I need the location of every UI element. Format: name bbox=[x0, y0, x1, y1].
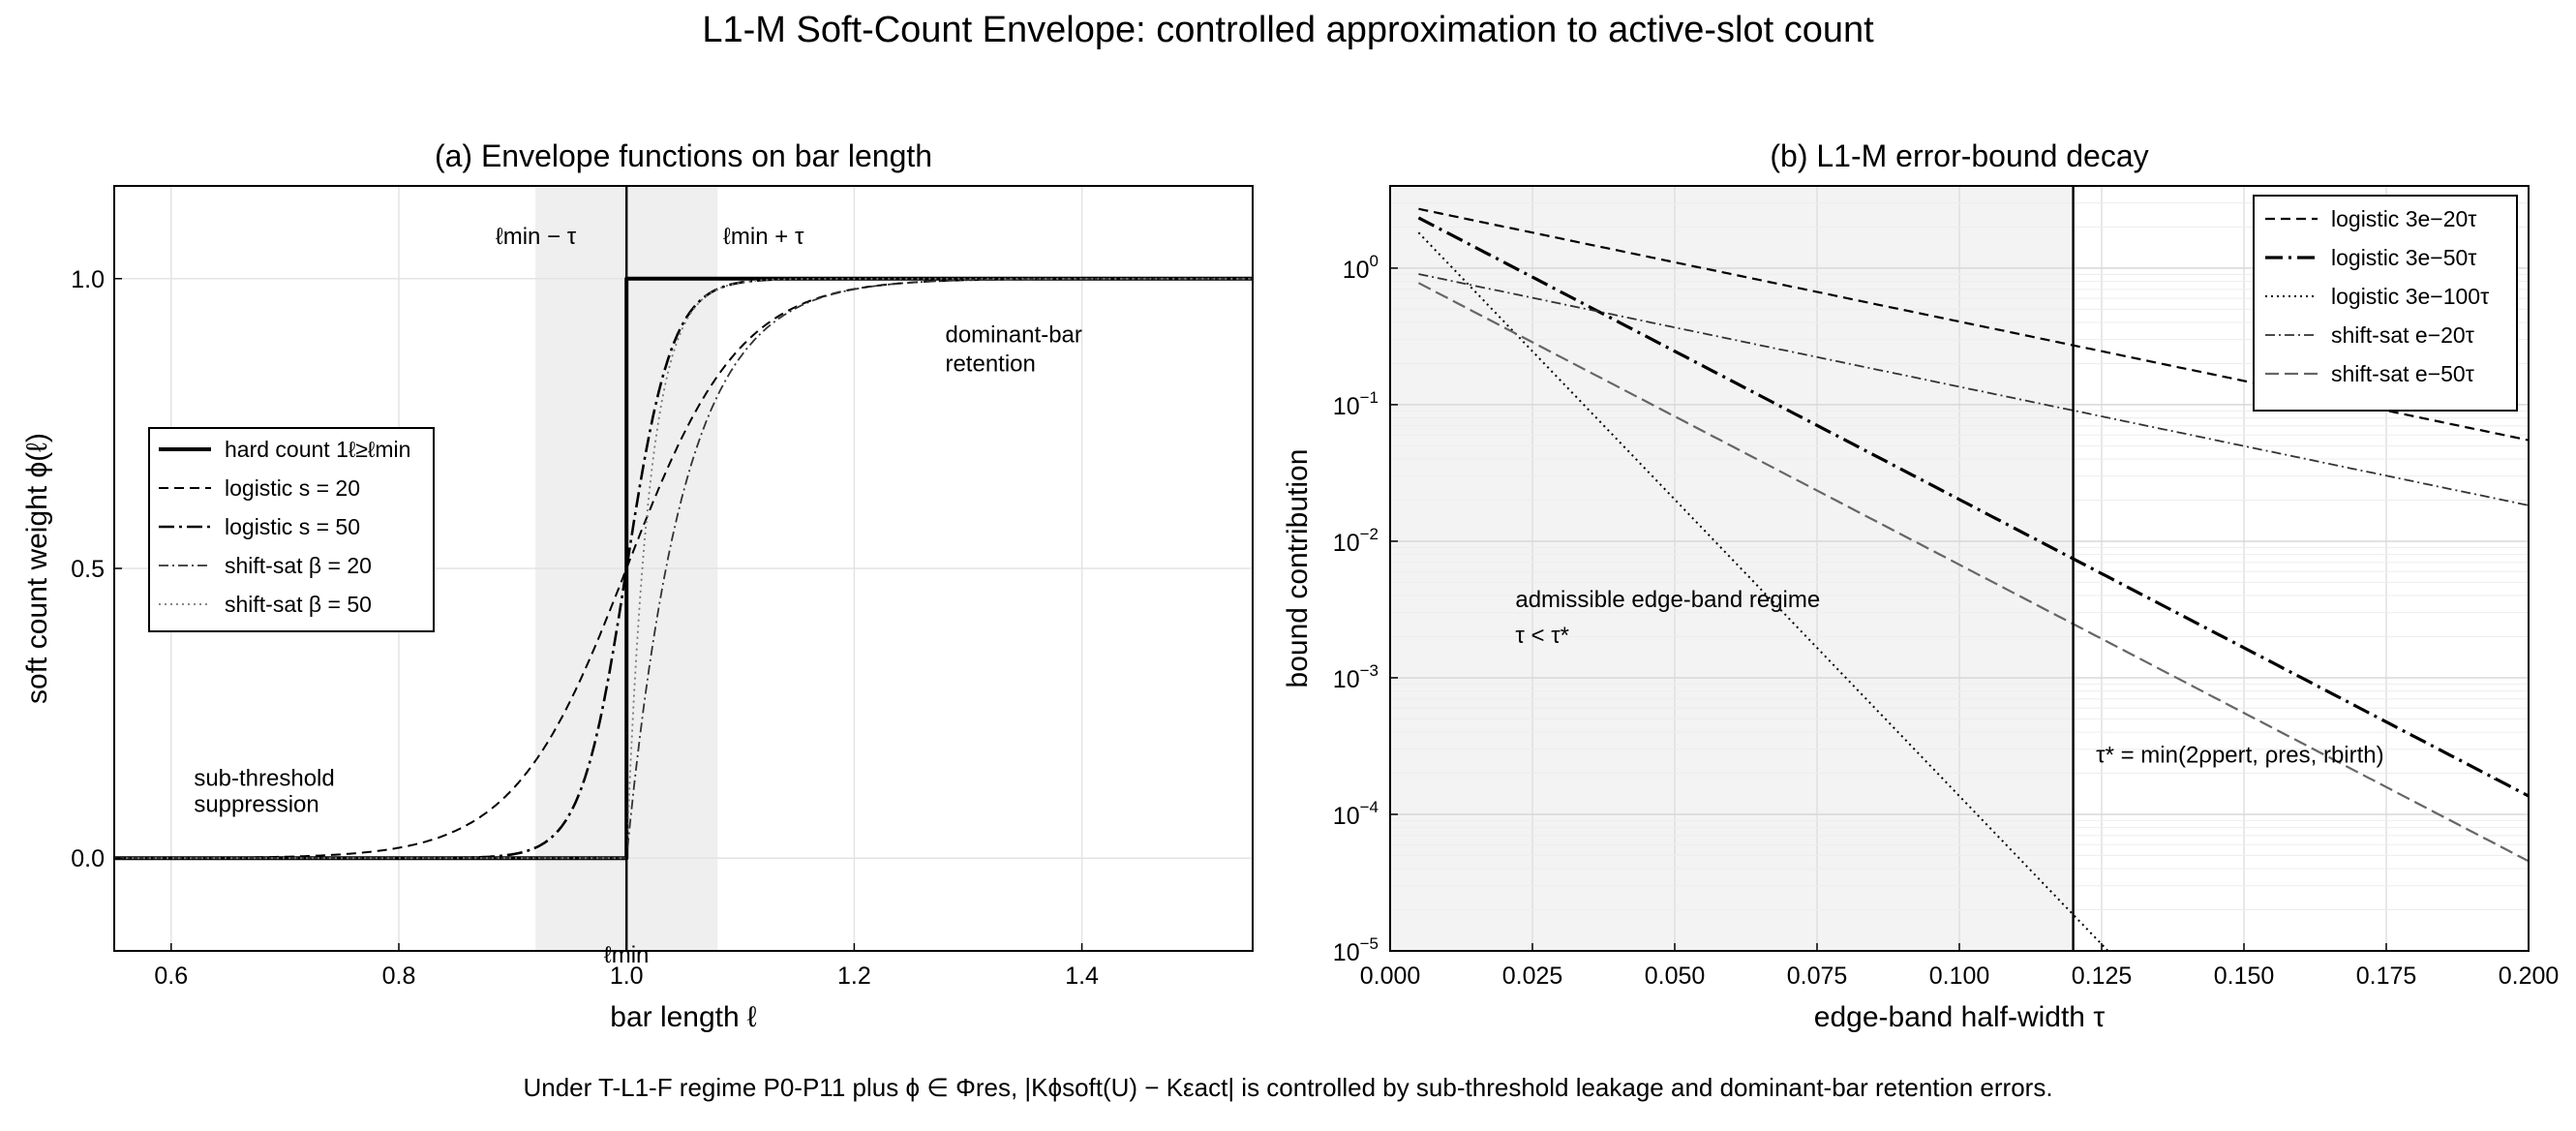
panel-a-xtick-label-2: 1.0 bbox=[610, 963, 644, 990]
panel-b-ytick-label-2: 10−3 bbox=[1333, 661, 1379, 693]
panel-a-xtick-label-4: 1.4 bbox=[1065, 963, 1099, 990]
panel-a-annotation-3: retention bbox=[945, 352, 1035, 378]
panel-b: (b) L1-M error-bound decay 0.000 0.025 0.0… bbox=[1282, 138, 2559, 1033]
panel-b-ytick-label-3: 10−2 bbox=[1333, 525, 1379, 557]
panel-a-legend-label-0: hard count 1ℓ≥ℓmin bbox=[225, 437, 410, 462]
panel-b-legend-label-1: logistic 3e−50τ bbox=[2331, 245, 2476, 270]
panel-a-series-shift-sat-50 bbox=[114, 277, 1253, 860]
panel-a-title: (a) Envelope functions on bar length bbox=[435, 138, 932, 173]
panel-b-xtick-label-6: 0.150 bbox=[2214, 963, 2275, 990]
panel-a-xlabel: bar length ℓ bbox=[610, 1001, 757, 1033]
panel-b-xtick-label-4: 0.100 bbox=[1929, 963, 1990, 990]
panel-b-ylabel: bound contribution bbox=[1282, 449, 1314, 688]
panel-b-band bbox=[1390, 186, 2074, 951]
panel-b-legend: logistic 3e−20τ logistic 3e−50τ logistic 3… bbox=[2253, 195, 2518, 412]
panel-a-series bbox=[114, 186, 1253, 951]
panel-a: (a) Envelope functions on bar length 0.6… bbox=[21, 138, 1254, 1033]
panel-a-xtick-label-0: 0.6 bbox=[154, 963, 188, 990]
panel-b-series-shift-sat-e-50 bbox=[1417, 282, 2529, 863]
panel-b-legend-label-2: logistic 3e−100τ bbox=[2331, 284, 2489, 309]
figure-title: L1-M Soft-Count Envelope: controlled app… bbox=[702, 10, 1874, 50]
figure-footer: Under T-L1-F regime P0-P11 plus ϕ ∈ Φres… bbox=[523, 1073, 2053, 1102]
panel-a-annotation-1: ℓmin + τ bbox=[723, 224, 804, 250]
panel-b-xtick-label-8: 0.200 bbox=[2499, 963, 2560, 990]
panel-b-ytick-label-1: 10−4 bbox=[1333, 798, 1379, 830]
panel-a-legend-label-4: shift-sat β = 50 bbox=[225, 592, 372, 617]
panel-b-xtick-label-3: 0.075 bbox=[1787, 963, 1848, 990]
panel-b-shaded-band bbox=[1390, 186, 2074, 951]
panel-a-annotation-5: suppression bbox=[194, 791, 318, 817]
panel-b-xtick-label-1: 0.025 bbox=[1502, 963, 1563, 990]
panel-b-xlabel: edge-band half-width τ bbox=[1814, 1001, 2106, 1033]
panel-a-ytick-label-2: 1.0 bbox=[71, 266, 105, 293]
panel-a-legend-label-1: logistic s = 20 bbox=[225, 475, 360, 501]
panel-b-xtick-label-0: 0.000 bbox=[1360, 963, 1421, 990]
panel-b-xtick-label-5: 0.125 bbox=[2072, 963, 2133, 990]
panel-a-ylabel: soft count weight ϕ(ℓ) bbox=[21, 433, 53, 704]
panel-b-title: (b) L1-M error-bound decay bbox=[1770, 138, 2148, 173]
panel-b-series-shift-sat-e-20 bbox=[1418, 273, 2529, 506]
panel-a-legend-box bbox=[148, 427, 435, 632]
panel-a-xtick-label-1: 0.8 bbox=[382, 963, 416, 990]
panel-b-legend-label-4: shift-sat e−50τ bbox=[2331, 361, 2474, 386]
panel-a-legend-label-3: shift-sat β = 20 bbox=[225, 553, 372, 578]
panel-a-ticks: 0.6 0.8 1.0 1.2 1.4 0.0 0.5 1.0 bbox=[71, 266, 1099, 990]
panel-b-ticks: 0.000 0.025 0.050 0.075 0.100 0.125 0.150 0.175… bbox=[1333, 252, 2559, 990]
panel-b-ytick-label-5: 100 bbox=[1343, 252, 1379, 284]
panel-b-legend-label-3: shift-sat e−20τ bbox=[2331, 322, 2474, 348]
panel-a-xtick-label-3: 1.2 bbox=[837, 963, 871, 990]
panel-b-xtick-label-7: 0.175 bbox=[2356, 963, 2417, 990]
panel-a-annotation-4: sub-threshold bbox=[194, 765, 334, 791]
panel-a-annotations: ℓmin − τ ℓmin + τ dominant-bar retention sub… bbox=[194, 224, 1082, 968]
panel-b-series-logistic-3e-100 bbox=[1417, 231, 2109, 951]
panel-a-annotation-6: ℓmin bbox=[604, 942, 649, 968]
panel-b-annotations: admissible edge-band regime τ < τ* τ* = mi… bbox=[1515, 587, 2383, 769]
figure-canvas: (a) Envelope functions on bar length 0.6… bbox=[21, 138, 2559, 1033]
panel-a-annotation-2: dominant-bar bbox=[945, 322, 1081, 349]
panel-b-xtick-label-2: 0.050 bbox=[1645, 963, 1706, 990]
panel-a-ytick-label-0: 0.0 bbox=[71, 845, 105, 872]
panel-a-ytick-label-1: 0.5 bbox=[71, 556, 105, 583]
panel-a-legend-label-2: logistic s = 50 bbox=[225, 514, 360, 539]
panel-b-annotation-2: τ* = min(2ρpert, ρres, rbirth) bbox=[2096, 742, 2384, 768]
panel-b-series-logistic-3e-50 bbox=[1417, 216, 2529, 798]
panel-b-annotation-0: admissible edge-band regime bbox=[1515, 587, 1820, 613]
panel-b-annotation-1: τ < τ* bbox=[1515, 623, 1569, 649]
panel-b-legend-label-0: logistic 3e−20τ bbox=[2331, 206, 2476, 231]
panel-a-legend: hard count 1ℓ≥ℓmin logistic s = 20 logisti… bbox=[148, 427, 435, 632]
panel-a-annotation-0: ℓmin − τ bbox=[496, 224, 577, 250]
panel-b-ytick-label-4: 10−1 bbox=[1333, 388, 1379, 420]
panel-b-ytick-label-0: 10−5 bbox=[1333, 934, 1379, 966]
